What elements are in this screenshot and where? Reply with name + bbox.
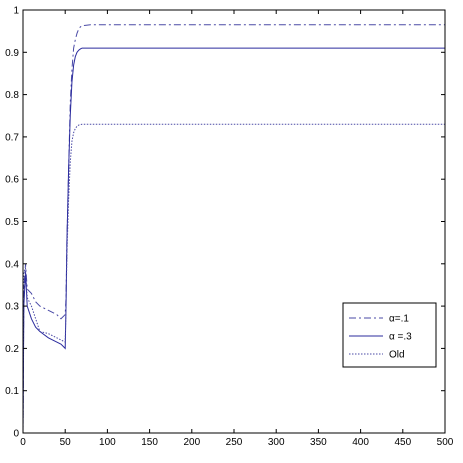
x-axis: 0 50 100 150 200 250 300 350 400 450 500 <box>20 10 454 448</box>
y-tick-label: 0.2 <box>5 344 19 355</box>
x-tick-label: 500 <box>437 437 454 448</box>
y-tick-label: 0.9 <box>5 48 19 59</box>
y-tick-label: 0.6 <box>5 175 19 186</box>
y-tick-label: 0.1 <box>5 386 19 397</box>
legend-label-3: Old <box>389 350 405 361</box>
x-tick-label: 150 <box>141 437 158 448</box>
x-tick-label: 100 <box>99 437 116 448</box>
x-tick-label: 450 <box>394 437 411 448</box>
y-tick-label: 0.8 <box>5 90 19 101</box>
x-tick-label: 300 <box>268 437 285 448</box>
y-tick-label: 0.4 <box>5 259 19 270</box>
legend-label-2: α =.3 <box>389 332 412 343</box>
x-tick-label: 250 <box>226 437 243 448</box>
series-line-2 <box>22 47 445 434</box>
x-tick-label: 350 <box>310 437 327 448</box>
y-tick-label: 0.3 <box>5 302 19 313</box>
x-tick-label: 400 <box>352 437 369 448</box>
x-tick-label: 0 <box>20 437 26 448</box>
y-tick-label: 1 <box>13 6 19 17</box>
x-tick-label: 50 <box>60 437 72 448</box>
series-line-3 <box>22 123 445 434</box>
legend: α=.1 α =.3 Old <box>342 302 437 368</box>
y-axis: 0 0.1 0.2 0.3 0.4 0.5 0.6 0.7 0.8 0.9 1 <box>5 6 445 440</box>
y-tick-label: 0 <box>13 429 19 440</box>
legend-label-1: α=.1 <box>389 314 409 325</box>
x-tick-label: 200 <box>183 437 200 448</box>
series-layer <box>22 24 445 434</box>
series-line-1 <box>22 24 445 434</box>
legend-box <box>342 302 437 368</box>
y-tick-label: 0.5 <box>5 217 19 228</box>
y-tick-label: 0.7 <box>5 132 19 143</box>
